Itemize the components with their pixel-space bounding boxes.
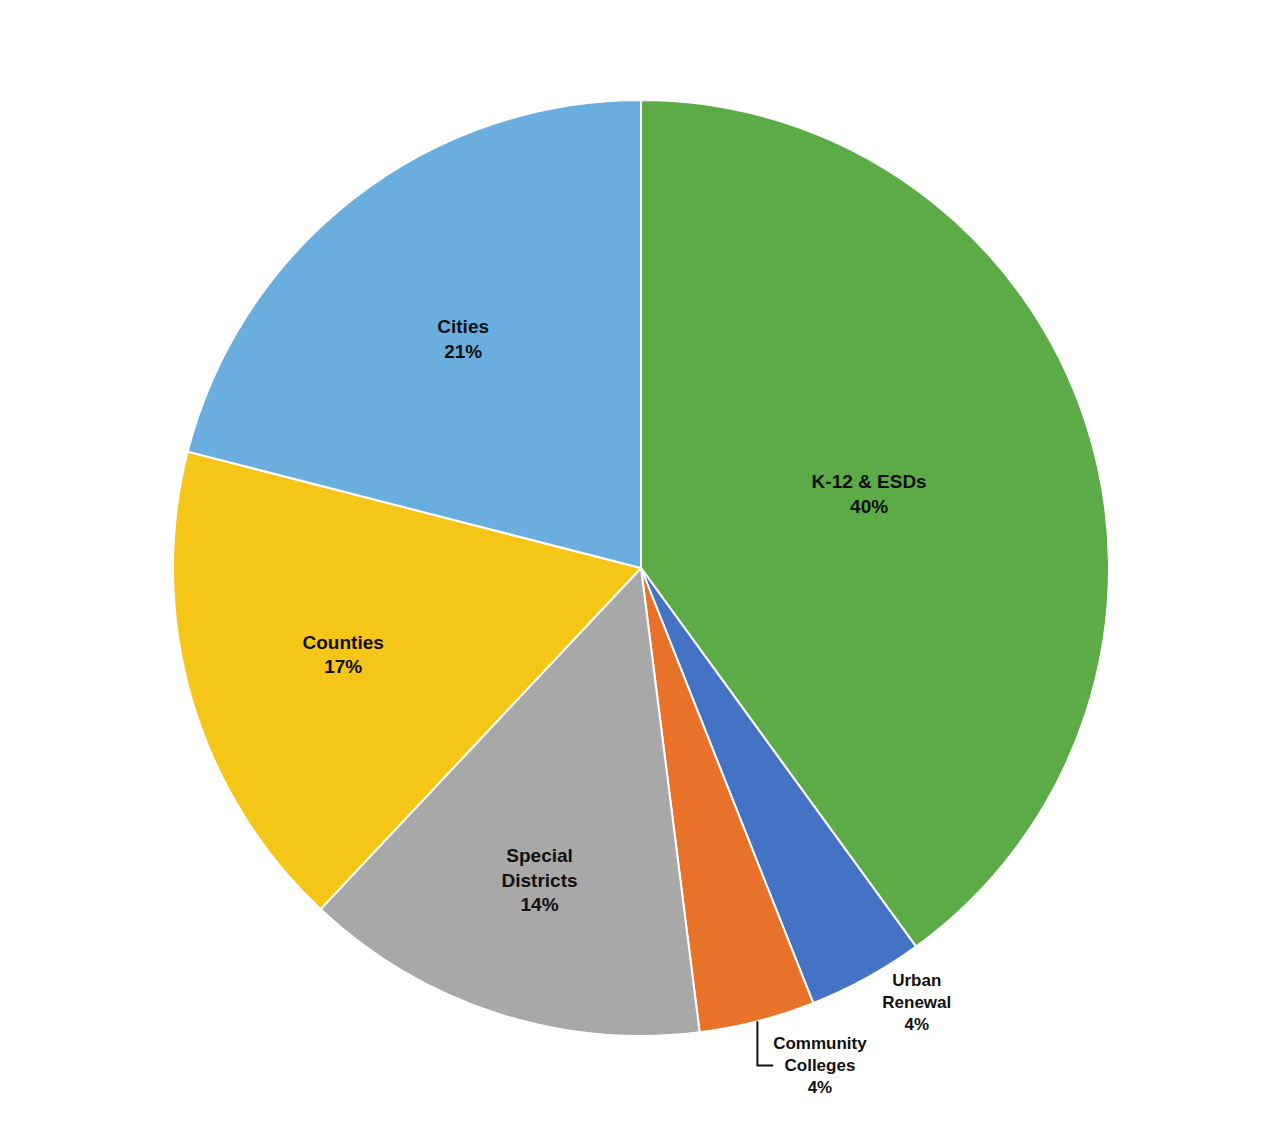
svg-text:UrbanRenewal4%: UrbanRenewal4% [882, 971, 951, 1034]
svg-text:Counties17%: Counties17% [303, 632, 384, 678]
svg-text:CommunityColleges4%: CommunityColleges4% [773, 1034, 867, 1097]
svg-text:K-12 & ESDs40%: K-12 & ESDs40% [812, 471, 927, 517]
svg-text:SpecialDistricts14%: SpecialDistricts14% [502, 845, 578, 915]
svg-text:Cities21%: Cities21% [437, 316, 489, 362]
